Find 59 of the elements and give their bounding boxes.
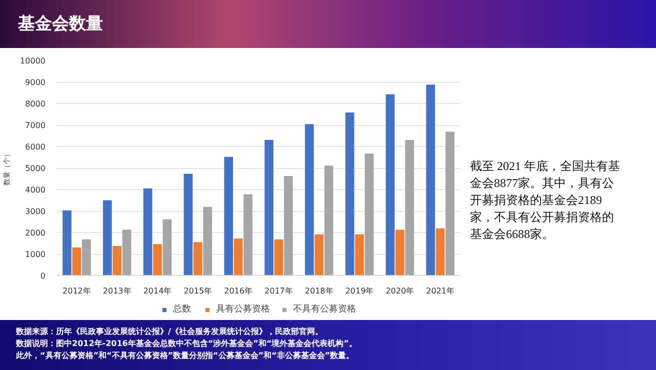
y-tick-label: 2000	[25, 228, 46, 238]
bar	[386, 94, 395, 276]
bar	[224, 156, 234, 276]
x-tick-label: 2014年	[143, 286, 172, 296]
bar	[446, 132, 454, 276]
legend-label: 具有公募资格	[216, 303, 270, 316]
bar	[203, 206, 212, 276]
source-note: 数据来源：历年《民政事业发展统计公报》/《社会服务发展统计公报》，民政部官网。	[16, 327, 323, 336]
bar	[153, 244, 162, 276]
x-tick-label: 2017年	[264, 286, 293, 296]
x-tick-label: 2021年	[426, 286, 454, 296]
bar	[314, 234, 324, 276]
bar	[102, 200, 112, 276]
y-tick-label: 4000	[25, 186, 46, 194]
bar	[395, 230, 404, 276]
text: 数据说明：图中2012年-2016年基金会总数中不包含“涉外基金会”和“境外基金会代表机构”。	[16, 339, 357, 348]
legend-label: 总数	[173, 303, 192, 316]
bar	[193, 242, 202, 276]
bar	[264, 140, 274, 276]
bar	[62, 210, 72, 276]
y-tick-label: 9000	[25, 78, 46, 87]
bar	[324, 166, 334, 276]
y-tick-label: 6000	[25, 142, 46, 152]
y-tick-label: 1000	[25, 250, 46, 259]
bar	[122, 230, 132, 276]
x-tick-label: 2016年	[224, 286, 252, 296]
bar	[143, 188, 152, 276]
y-tick-label: 7000	[25, 121, 46, 130]
x-tick-label: 2020年	[386, 286, 414, 296]
bar	[72, 248, 82, 276]
x-tick-label: 2018年	[304, 286, 334, 296]
x-tick-label: 2015年	[184, 286, 212, 296]
bar	[364, 154, 374, 276]
bar	[304, 124, 314, 276]
bar	[112, 246, 122, 276]
text: 截至 2021 年底，全国共有基金会8877家。其中，具有公开募捐资格的基金会2189家，不具有公开募捐资格的基金会6688家。	[470, 158, 620, 243]
bar	[234, 238, 243, 276]
x-tick-label: 2019年	[345, 286, 374, 296]
y-tick-label: 8000	[25, 100, 46, 108]
legend-label: 不具有公募资格	[293, 303, 356, 316]
x-tick-label: 2012年	[62, 286, 91, 296]
bar	[82, 239, 91, 276]
bar	[244, 194, 252, 276]
x-tick-label: 2013年	[102, 286, 132, 296]
bar	[436, 228, 445, 276]
chart-title: 基金会数量	[0, 0, 656, 48]
bar	[345, 112, 354, 276]
bar	[284, 176, 293, 276]
bar	[426, 84, 436, 276]
bar	[162, 219, 172, 276]
y-tick-label: 10000	[20, 56, 46, 66]
bar	[405, 140, 414, 276]
y-tick-label: 3000	[25, 207, 46, 216]
y-tick-label: 5000	[25, 164, 46, 173]
text: 此外，“具有公募资格”和“不具有公募资格”数量分别指“公募基金会”和“非公募基金会”数量。	[16, 351, 354, 360]
bar	[355, 234, 364, 276]
bar	[184, 174, 193, 276]
y-tick-label: 0	[40, 272, 46, 280]
bar	[274, 239, 284, 276]
